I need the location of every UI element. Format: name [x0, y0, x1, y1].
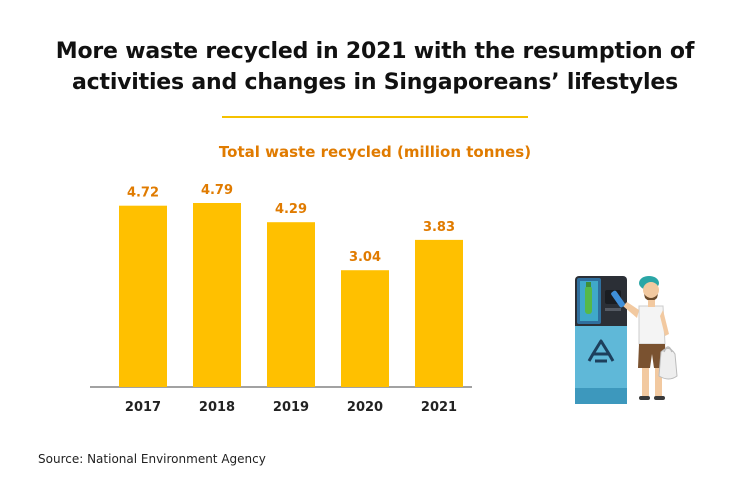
title-divider [222, 116, 528, 118]
value-label-2018: 4.79 [201, 183, 233, 198]
bar-2017 [119, 205, 167, 387]
value-label-2021: 3.83 [423, 220, 455, 235]
value-label-2019: 4.29 [275, 202, 307, 217]
bar-2021 [415, 239, 463, 387]
bar-2018 [193, 203, 241, 387]
source-note: Source: National Environment Agency [38, 452, 266, 466]
category-label-2018: 2018 [199, 400, 235, 415]
recycle-symbol-icon [587, 339, 615, 363]
bar-2019 [267, 222, 315, 387]
bar-2020 [341, 270, 389, 387]
category-label-2017: 2017 [125, 400, 161, 415]
category-label-2020: 2020 [347, 400, 383, 415]
value-label-2017: 4.72 [127, 186, 159, 201]
recycling-machine-icon [575, 276, 627, 404]
category-label-2019: 2019 [273, 400, 309, 415]
value-label-2020: 3.04 [349, 250, 381, 265]
person-icon [623, 276, 669, 400]
chart-title-line-2: activities and changes in Singaporeans’ … [72, 70, 678, 95]
recycling-illustration [575, 276, 678, 404]
chart-subtitle: Total waste recycled (million tonnes) [218, 143, 532, 161]
plastic-bottle-icon [611, 290, 625, 308]
category-label-2021: 2021 [421, 400, 457, 415]
shopping-bag-icon [658, 346, 678, 380]
chart-title-line-1: More waste recycled in 2021 with the res… [55, 39, 695, 64]
chart-title: More waste recycled in 2021 with the res… [0, 36, 750, 98]
